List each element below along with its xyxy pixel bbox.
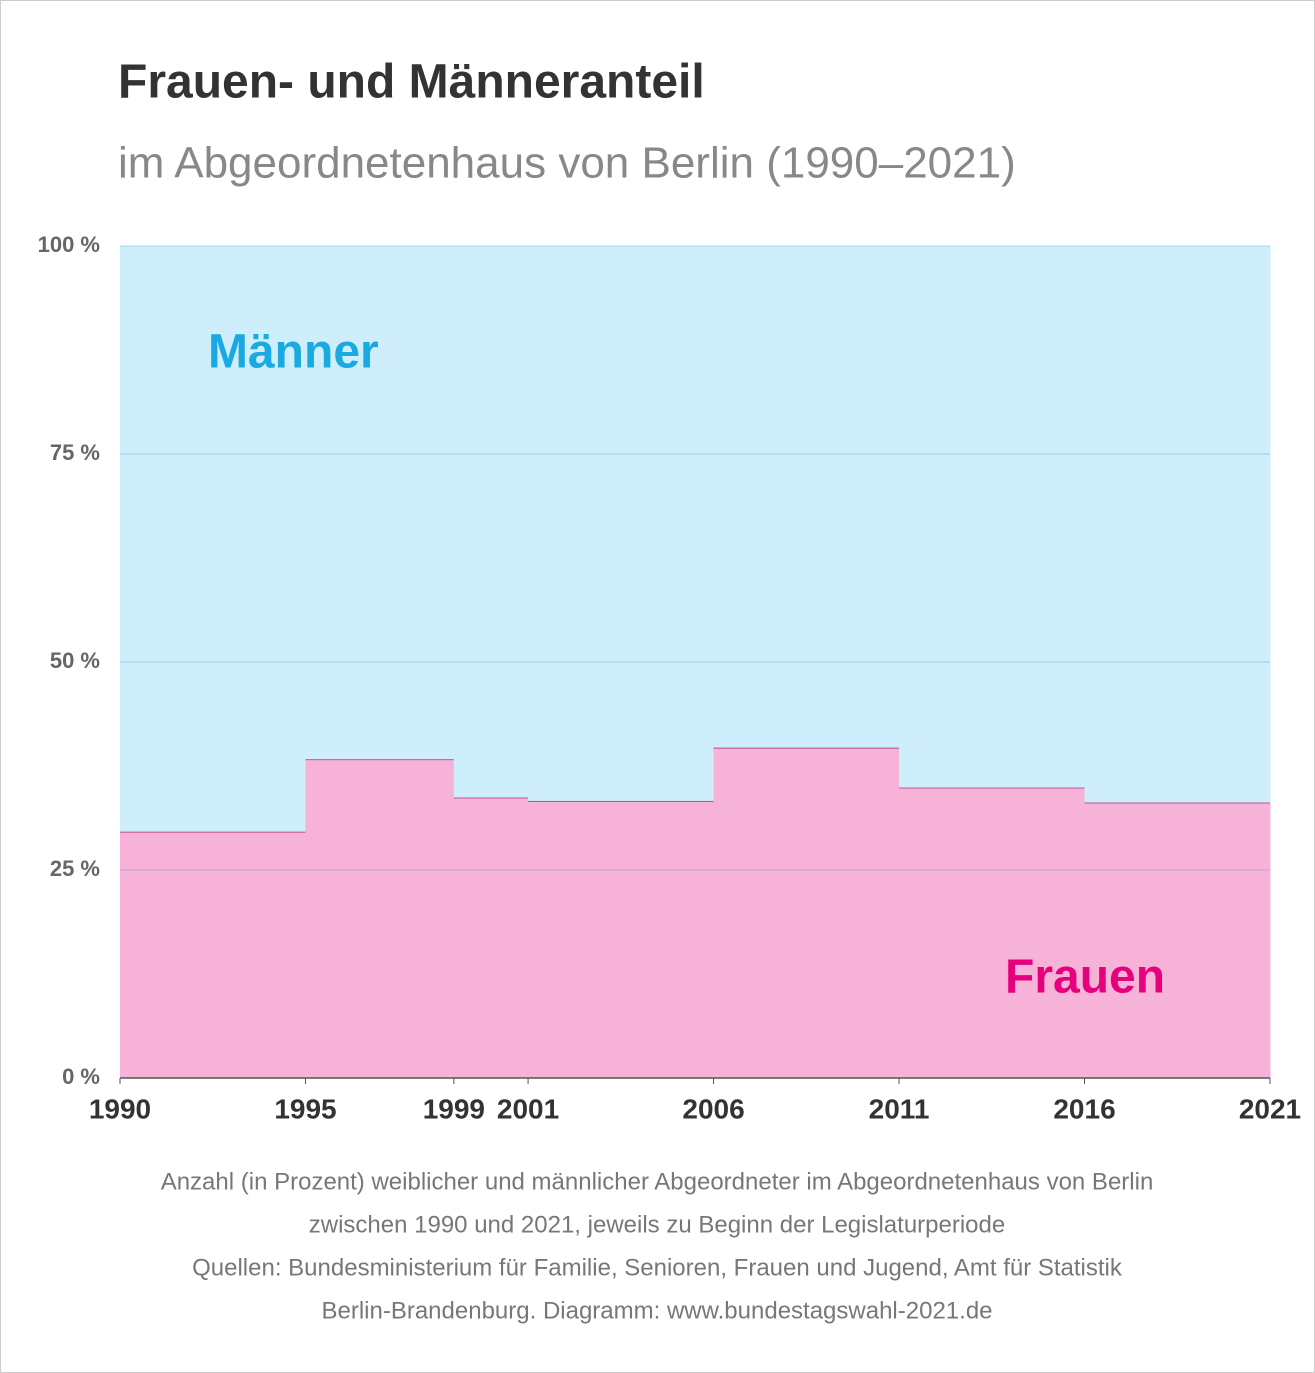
- area-segment: [120, 246, 306, 832]
- area-segment: [305, 246, 455, 760]
- x-tick-label: 2011: [869, 1093, 930, 1124]
- caption-line: Anzahl (in Prozent) weiblicher und männl…: [161, 1168, 1154, 1195]
- chart-subtitle: im Abgeordnetenhaus von Berlin (1990–202…: [118, 139, 1016, 188]
- y-tick-label: 50 %: [50, 648, 100, 673]
- x-tick-label: 1990: [89, 1093, 151, 1124]
- series-label: Frauen: [1005, 951, 1165, 1004]
- x-tick-label: 2006: [682, 1093, 744, 1124]
- area-segment: [453, 246, 529, 798]
- x-tick-label: 2001: [497, 1093, 559, 1124]
- area-segment: [305, 759, 455, 1078]
- area-segment: [528, 246, 715, 801]
- y-tick-label: 75 %: [50, 440, 100, 465]
- caption-line: Quellen: Bundesministerium für Familie, …: [192, 1254, 1123, 1281]
- area-segment: [899, 246, 1086, 788]
- area-segment: [1084, 246, 1271, 803]
- caption-line: zwischen 1990 und 2021, jeweils zu Begin…: [309, 1211, 1005, 1238]
- chart-title: Frauen- und Männeranteil: [118, 56, 705, 109]
- x-tick-label: 1995: [274, 1093, 336, 1124]
- area-segment: [713, 246, 900, 748]
- x-tick-label: 2021: [1239, 1093, 1301, 1124]
- series-label: Männer: [208, 326, 379, 379]
- area-segment: [528, 800, 715, 1078]
- y-tick-label: 100 %: [38, 232, 100, 257]
- area-segment: [120, 831, 306, 1078]
- y-tick-label: 25 %: [50, 856, 100, 881]
- x-tick-label: 2016: [1053, 1093, 1115, 1124]
- x-tick-label: 1999: [423, 1093, 485, 1124]
- caption-line: Berlin-Brandenburg. Diagramm: www.bundes…: [321, 1297, 992, 1324]
- area-segment: [899, 787, 1086, 1078]
- area-segment: [713, 747, 900, 1078]
- area-segment: [1084, 802, 1271, 1078]
- area-segment: [453, 797, 529, 1078]
- y-tick-label: 0 %: [62, 1064, 100, 1089]
